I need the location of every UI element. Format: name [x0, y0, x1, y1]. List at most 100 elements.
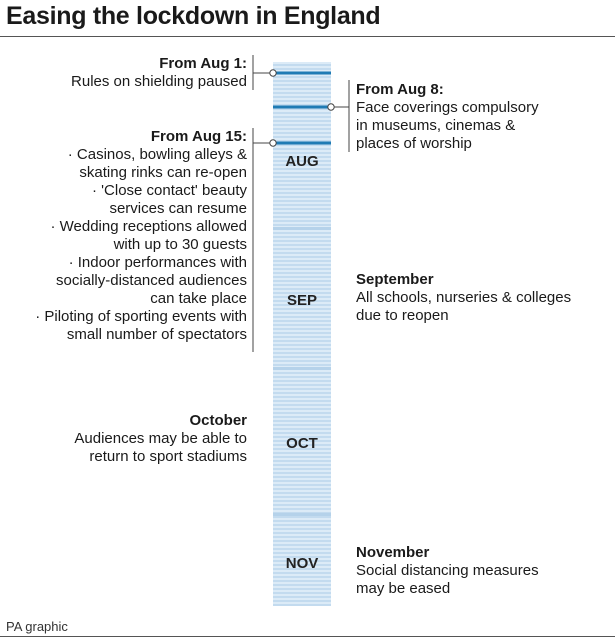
- timeline-stripe: [273, 408, 331, 410]
- timeline-stripe: [273, 160, 331, 162]
- event-aug15-line-11: small number of spectators: [66, 326, 247, 343]
- timeline-stripe: [273, 64, 331, 66]
- timeline-stripe: [273, 164, 331, 166]
- timeline-stripe: [273, 376, 331, 378]
- timeline-stripe: [273, 212, 331, 214]
- timeline-stripe: [273, 256, 331, 258]
- event-aug8: From Aug 8: Face coverings compulsory in…: [356, 81, 539, 153]
- timeline-stripe: [273, 176, 331, 178]
- timeline-stripe: [273, 400, 331, 402]
- timeline-stripe: [273, 436, 331, 438]
- event-aug8-dot: [327, 103, 335, 111]
- event-aug15-line-3: · 'Close contact' beauty: [92, 182, 247, 199]
- timeline-stripe: [273, 180, 331, 182]
- timeline-stripe: [273, 600, 331, 602]
- chart-title: Easing the lockdown in England: [6, 2, 381, 30]
- event-aug1-text: Rules on shielding paused: [71, 73, 247, 90]
- event-november: November Social distancing measures may …: [356, 544, 539, 598]
- month-separator: [273, 367, 331, 370]
- event-marker: [273, 105, 331, 109]
- timeline-stripe: [273, 464, 331, 466]
- timeline-stripe: [273, 384, 331, 386]
- timeline-stripe: [273, 316, 331, 318]
- timeline-stripe: [273, 204, 331, 206]
- timeline-stripe: [273, 344, 331, 346]
- timeline-stripe: [273, 148, 331, 150]
- timeline-stripe: [273, 496, 331, 498]
- timeline-stripe: [273, 552, 331, 554]
- timeline-stripe: [273, 456, 331, 458]
- timeline-stripe: [273, 220, 331, 222]
- timeline-stripe: [273, 472, 331, 474]
- timeline-stripe: [273, 232, 331, 234]
- timeline-stripe: [273, 116, 331, 118]
- timeline-stripe: [273, 504, 331, 506]
- timeline-stripe: [273, 556, 331, 558]
- timeline-stripe: [273, 372, 331, 374]
- month-separator: [273, 227, 331, 230]
- timeline-stripe: [273, 296, 331, 298]
- event-october-heading: October: [189, 412, 247, 429]
- event-aug1: From Aug 1: Rules on shielding paused: [71, 55, 247, 91]
- timeline-stripe: [273, 592, 331, 594]
- timeline-stripe: [273, 304, 331, 306]
- timeline-stripe: [273, 404, 331, 406]
- timeline-stripe: [273, 184, 331, 186]
- timeline-stripe: [273, 208, 331, 210]
- timeline-stripe: [273, 480, 331, 482]
- event-november-text-1: Social distancing measures: [356, 562, 539, 579]
- timeline-stripe: [273, 84, 331, 86]
- event-november-text-2: may be eased: [356, 580, 451, 597]
- event-aug8-text-2: in museums, cinemas &: [356, 117, 516, 134]
- timeline-stripe: [273, 100, 331, 102]
- timeline-stripe: [273, 112, 331, 114]
- month-label-aug: AUG: [285, 153, 319, 170]
- timeline-stripe: [273, 488, 331, 490]
- timeline-stripe: [273, 508, 331, 510]
- timeline-stripe: [273, 280, 331, 282]
- timeline-stripe: [273, 576, 331, 578]
- timeline-stripe: [273, 140, 331, 142]
- event-aug15-line-2: skating rinks can re-open: [79, 164, 247, 181]
- timeline-stripe: [273, 572, 331, 574]
- timeline-stripe: [273, 432, 331, 434]
- event-aug15-line-7: · Indoor performances with: [68, 254, 247, 271]
- timeline-stripe: [273, 560, 331, 562]
- timeline-stripe: [273, 244, 331, 246]
- event-october: October Audiences may be able to return …: [74, 412, 247, 466]
- timeline-stripe: [273, 196, 331, 198]
- timeline-stripe: [273, 264, 331, 266]
- event-september-text-1: All schools, nurseries & colleges: [356, 289, 572, 306]
- timeline-stripe: [273, 128, 331, 130]
- timeline-stripe: [273, 532, 331, 534]
- timeline-stripe: [273, 396, 331, 398]
- timeline-stripe: [273, 340, 331, 342]
- event-aug15-line-9: can take place: [150, 290, 247, 307]
- title-divider: [0, 36, 615, 37]
- timeline-stripe: [273, 120, 331, 122]
- month-label-oct: OCT: [286, 435, 318, 452]
- event-november-heading: November: [356, 544, 430, 561]
- timeline-stripe: [273, 328, 331, 330]
- timeline-stripe: [273, 588, 331, 590]
- timeline-stripe: [273, 428, 331, 430]
- timeline-stripe: [273, 312, 331, 314]
- timeline-stripe: [273, 300, 331, 302]
- timeline-stripe: [273, 516, 331, 518]
- timeline-stripe: [273, 172, 331, 174]
- timeline-stripe: [273, 356, 331, 358]
- timeline-stripe: [273, 500, 331, 502]
- event-aug15-line-5: · Wedding receptions allowed: [50, 218, 247, 235]
- timeline-stripe: [273, 568, 331, 570]
- credit: PA graphic: [6, 619, 68, 634]
- timeline-stripe: [273, 188, 331, 190]
- timeline-stripe: [273, 144, 331, 146]
- event-september-heading: September: [356, 271, 434, 288]
- month-label-nov: NOV: [285, 555, 319, 572]
- timeline-stripe: [273, 468, 331, 470]
- timeline-stripe: [273, 324, 331, 326]
- event-october-text-1: Audiences may be able to: [74, 430, 247, 447]
- timeline-stripe: [273, 476, 331, 478]
- event-aug1-dot: [269, 69, 277, 77]
- event-marker: [273, 71, 331, 75]
